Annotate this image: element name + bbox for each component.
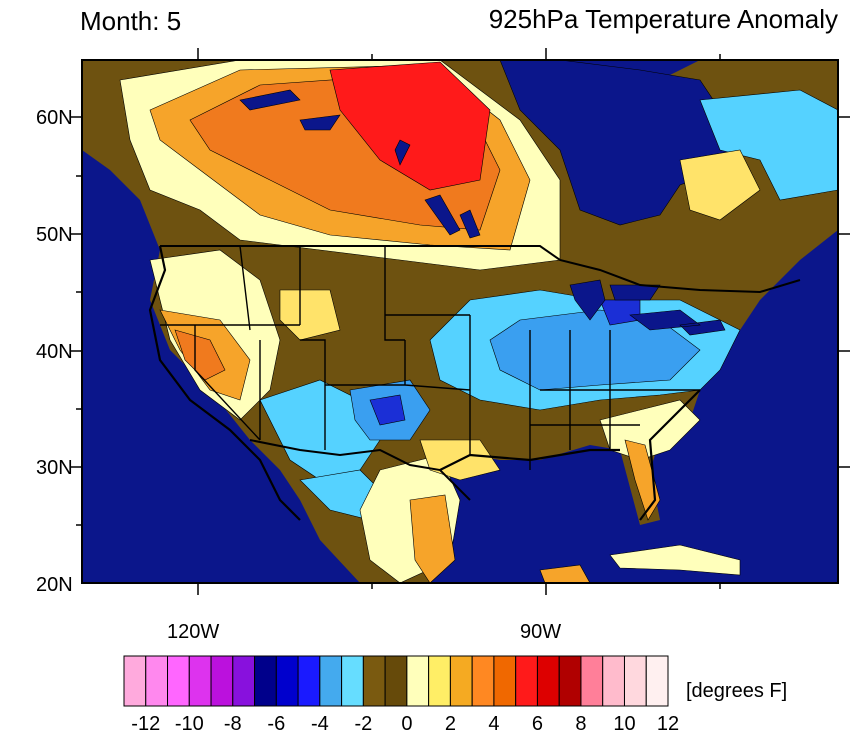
colorbar-swatch [275, 655, 299, 707]
coastline [148, 245, 701, 521]
colorbar-label: 6 [532, 713, 543, 735]
anomaly-neg1-southwest [259, 379, 381, 481]
island-cuba [609, 544, 741, 576]
colorbar-label: -10 [175, 713, 204, 735]
colorbar-swatch [232, 655, 256, 707]
colorbar-swatch [123, 655, 147, 707]
colorbar-swatch [384, 655, 408, 707]
lon-label-120w: 120W [167, 621, 219, 643]
colorbar: -12 -10 -8 -6 -4 -2 0 2 4 6 8 10 12 [123, 655, 679, 735]
colorbar-label: -8 [224, 713, 242, 735]
colorbar-swatch [493, 655, 517, 707]
lat-label-60n: 60N [36, 107, 73, 129]
colorbar-swatch [319, 655, 343, 707]
map-title-right: 925hPa Temperature Anomaly [488, 4, 838, 34]
colorbar-swatch [623, 655, 647, 707]
colorbar-label: -6 [267, 713, 285, 735]
map-plot-area [82, 60, 838, 583]
anomaly-pos3-yucatan [539, 564, 591, 583]
colorbar-swatch [341, 655, 364, 707]
colorbar-swatch [254, 655, 277, 707]
colorbar-label: 12 [657, 713, 679, 735]
state-lines [160, 245, 700, 470]
anomaly-pos5-west [174, 329, 226, 381]
lon-label-90w: 90W [520, 621, 561, 643]
anomaly-pos7-canada [329, 61, 491, 191]
anomaly-pos3-florida [624, 439, 661, 521]
map-title-left: Month: 5 [80, 6, 182, 36]
colorbar-swatch [362, 655, 386, 707]
us-canada-border [160, 245, 801, 294]
colorbar-swatch [210, 655, 234, 707]
colorbar-swatch [167, 655, 190, 707]
anomaly-pos2-quebec [679, 149, 761, 221]
lat-label-40n: 40N [36, 341, 73, 363]
colorbar-swatch [536, 655, 560, 707]
colorbar-label: -12 [131, 713, 160, 735]
hudson-bay [499, 60, 741, 226]
colorbar-swatch [428, 655, 451, 707]
colorbar-label: 8 [575, 713, 586, 735]
colorbar-swatch [145, 655, 169, 707]
colorbar-label: 0 [401, 713, 412, 735]
anomaly-neg3-southwest [369, 394, 406, 426]
anomaly-pos2-nw [279, 289, 341, 341]
colorbar-label: -4 [311, 713, 329, 735]
lat-label-30n: 30N [36, 457, 73, 479]
great-lakes [569, 279, 726, 336]
lat-label-50n: 50N [36, 224, 73, 246]
anomaly-neg1-northeast [699, 89, 838, 201]
colorbar-swatch [580, 655, 604, 707]
colorbar-label: 2 [445, 713, 456, 735]
longitude-axis [197, 48, 721, 595]
colorbar-swatch [558, 655, 582, 707]
colorbar-swatch [449, 655, 473, 707]
colorbar-swatch [471, 655, 495, 707]
latitude-axis [70, 116, 850, 526]
anomaly-pos3-mexico [409, 494, 456, 583]
political-borders [148, 245, 801, 521]
canadian-lakes [239, 89, 481, 239]
colorbar-swatch [188, 655, 212, 707]
colorbar-swatch [297, 655, 321, 707]
colorbar-swatch [602, 655, 625, 707]
map-frame [81, 59, 839, 584]
colorbar-label: 4 [488, 713, 499, 735]
colorbar-label: -2 [354, 713, 372, 735]
colorbar-swatch [406, 655, 430, 707]
colorbar-swatch [645, 655, 669, 707]
colorbar-swatch [515, 655, 538, 707]
colorbar-label: 10 [613, 713, 635, 735]
colorbar-units: [degrees F] [686, 680, 788, 702]
lat-label-20n: 20N [36, 574, 73, 596]
